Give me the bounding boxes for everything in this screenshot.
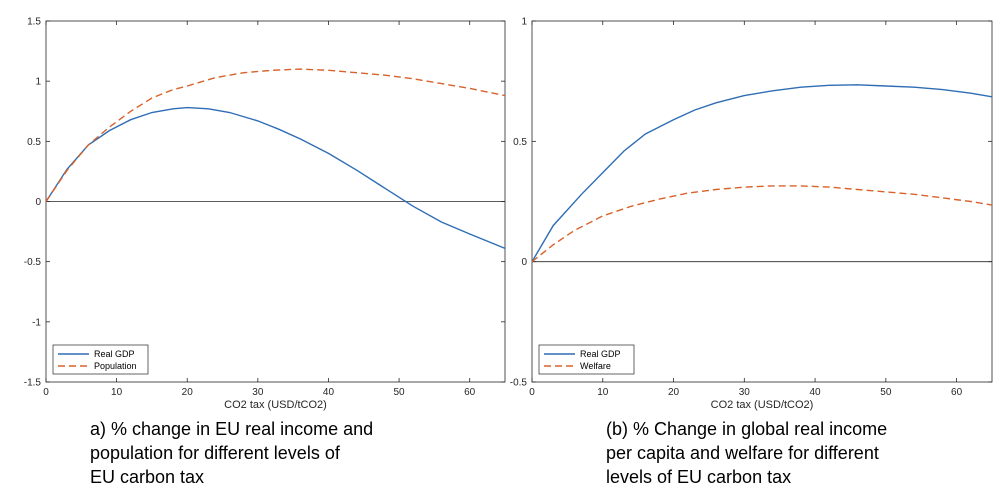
- chart-1-y-tick-label: 1: [521, 17, 527, 28]
- chart-1-legend-label: Welfare: [580, 361, 611, 371]
- caption-right-line-3: levels of EU carbon tax: [606, 467, 792, 487]
- chart-0-legend-box: [52, 344, 149, 375]
- chart-1-y-tick-label: 0.5: [513, 137, 527, 148]
- caption-left-line-1: a) % change in EU real income and: [90, 419, 374, 439]
- chart-1-y-tick-label: -0.5: [510, 378, 528, 389]
- chart-0-legend-label: Real GDP: [94, 349, 135, 359]
- chart-1-x-tick-label: 50: [880, 387, 892, 398]
- chart-1-x-tick-label: 40: [810, 387, 822, 398]
- chart-0-y-tick-label: 0: [35, 197, 41, 208]
- chart-0-y-tick-label: 1.5: [27, 17, 41, 28]
- chart-1-x-tick-label: 20: [668, 387, 680, 398]
- caption-right-line-2: per capita and welfare for different: [606, 443, 879, 463]
- chart-1-series-real-gdp-line: [532, 84, 992, 263]
- chart-1-plot-area: [531, 20, 993, 383]
- chart-0-legend: Real GDP Population: [52, 344, 149, 375]
- chart-0-y-tick-label: 0.5: [27, 137, 41, 148]
- chart-0-y-tick-label: -1: [32, 317, 41, 328]
- chart-0-x-tick-label: 30: [252, 387, 264, 398]
- chart-0-legend-label: Population: [94, 361, 137, 371]
- chart-0-series-real-gdp-line: [46, 106, 505, 250]
- chart-0-x-tick-label: 60: [464, 387, 476, 398]
- chart-1-y-tick-label: 0: [521, 257, 527, 268]
- chart-0-x-tick-label: 40: [323, 387, 335, 398]
- chart-0-x-tick-label: 0: [43, 387, 49, 398]
- caption-left-line-2: population for different levels of: [90, 443, 340, 463]
- caption-right: (b) % Change in global real income per c…: [606, 417, 887, 489]
- chart-0-y-tick-label: -0.5: [24, 257, 42, 268]
- chart-0-x-tick-label: 20: [182, 387, 194, 398]
- chart-1-x-tick-label: 30: [739, 387, 751, 398]
- caption-left: a) % change in EU real income and popula…: [90, 417, 373, 489]
- chart-1-legend: Real GDP Welfare: [538, 344, 635, 375]
- caption-right-line-1: (b) % Change in global real income: [606, 419, 888, 439]
- chart-0-y-tick-label: -1.5: [24, 378, 42, 389]
- chart-1-series-welfare-line: [532, 185, 992, 263]
- chart-panel-a: 0 10 20 30 40 50 60 -1.5 -1 -0.5 0 0.5 1 1.5 CO2 tax (…: [24, 17, 506, 411]
- chart-1-x-tick-label: 0: [529, 387, 535, 398]
- chart-0-x-tick-label: 10: [111, 387, 123, 398]
- chart-0-x-axis-label: CO2 tax (USD/tCO2): [224, 399, 327, 411]
- chart-0-series-population-line: [46, 68, 505, 202]
- chart-1-x-tick-label: 60: [951, 387, 963, 398]
- caption-left-line-3: EU carbon tax: [90, 467, 205, 487]
- chart-0-y-tick-label: 1: [35, 77, 41, 88]
- chart-1-legend-box: [538, 344, 635, 375]
- chart-0-x-tick-label: 50: [394, 387, 406, 398]
- chart-1-legend-label: Real GDP: [580, 349, 621, 359]
- chart-1-x-axis-label: CO2 tax (USD/tCO2): [711, 399, 814, 411]
- chart-1-x-tick-label: 10: [597, 387, 609, 398]
